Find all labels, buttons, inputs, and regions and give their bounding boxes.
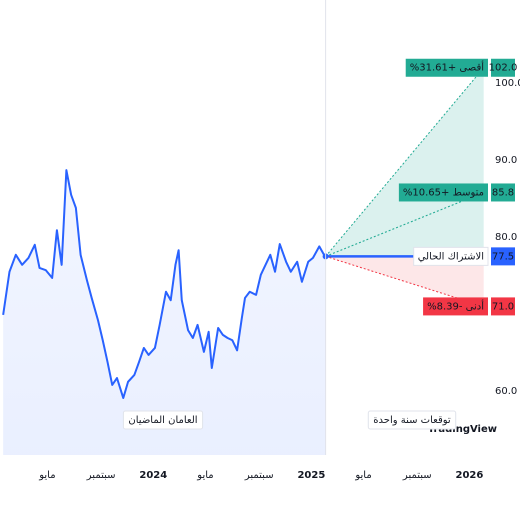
target-value-box bbox=[491, 183, 515, 202]
logo: TradingView bbox=[428, 424, 497, 435]
annotation: العامان الماضيان bbox=[122, 410, 204, 430]
target-label: أقصى +31.61% bbox=[410, 61, 485, 74]
x-tick-label: 2024 bbox=[139, 470, 167, 481]
target-value-box bbox=[491, 297, 515, 316]
target-label-box bbox=[413, 246, 489, 266]
target-label-box bbox=[405, 58, 488, 77]
x-tick-label: سبتمبر bbox=[402, 470, 432, 481]
x-tick-label: 2026 bbox=[456, 470, 484, 481]
target-label: الاشتراك الحالي bbox=[418, 251, 484, 262]
forecast-line bbox=[325, 192, 484, 257]
forecast-line bbox=[325, 67, 485, 257]
target-label: متوسط +10.65% bbox=[403, 187, 484, 198]
target-value: 77.5 bbox=[492, 251, 514, 262]
y-tick-label: 90.0 bbox=[495, 155, 517, 166]
target-value-box bbox=[491, 58, 515, 77]
target-value-box bbox=[491, 247, 515, 266]
annotation: توقعات سنة واحدة bbox=[367, 410, 457, 430]
annotation-text: العامان الماضيان bbox=[128, 415, 197, 426]
target-label-box bbox=[398, 183, 488, 202]
past-area bbox=[3, 170, 326, 455]
x-tick-label: مايو bbox=[196, 470, 213, 481]
x-tick-label: سبتمبر bbox=[86, 470, 116, 481]
target-label: أدنى -8.39% bbox=[427, 299, 484, 312]
y-tick-label: 100.0 bbox=[495, 78, 520, 89]
x-tick-label: 2025 bbox=[297, 470, 325, 481]
target-value: 102.0 bbox=[489, 63, 518, 74]
annotation-box bbox=[367, 410, 457, 430]
annotation-text: توقعات سنة واحدة bbox=[373, 415, 451, 426]
target-value: 85.8 bbox=[492, 187, 514, 198]
annotation-box bbox=[122, 410, 204, 430]
x-tick-label: مايو bbox=[38, 470, 55, 481]
y-tick-label: 80.0 bbox=[495, 232, 517, 243]
x-tick-label: سبتمبر bbox=[244, 470, 274, 481]
price-line bbox=[2, 169, 327, 400]
y-tick-label: 60.0 bbox=[495, 386, 517, 397]
x-tick-label: مايو bbox=[354, 470, 371, 481]
target-label-box bbox=[423, 297, 488, 316]
target-value: 71.0 bbox=[492, 301, 514, 312]
